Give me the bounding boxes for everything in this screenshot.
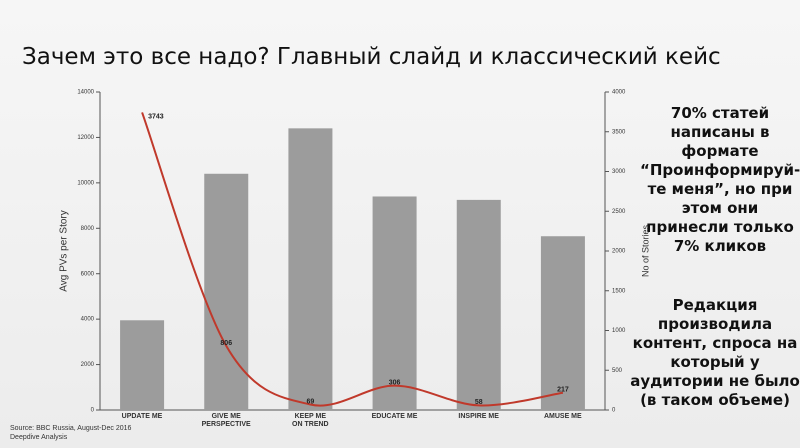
bar: [204, 173, 249, 410]
y-tick-label: 0: [91, 408, 95, 414]
data-label: 69: [307, 398, 315, 405]
y-tick-label: 10000: [77, 180, 94, 186]
data-label: 3743: [148, 113, 164, 120]
y2-tick-label: 1000: [612, 328, 626, 334]
y2-tick-label: 2500: [612, 209, 626, 215]
x-tick-label: INSPIRE ME: [458, 413, 499, 420]
bar: [372, 196, 417, 410]
x-tick-label: EDUCATE ME: [371, 413, 418, 420]
y-tick-label: 2000: [81, 362, 95, 368]
y2-tick-label: 3500: [612, 129, 626, 135]
y2-tick-label: 4000: [612, 90, 626, 96]
bar: [540, 236, 585, 410]
data-label: 217: [557, 387, 569, 394]
x-tick-label: AMUSE ME: [543, 413, 582, 420]
y2-tick-label: 1500: [612, 288, 626, 294]
x-tick-label: KEEP ME ON TREND: [292, 413, 329, 428]
y2-axis-label: No of Stories: [640, 224, 650, 277]
annotation: 70% статей написаны в формате “Проинформ…: [640, 104, 800, 255]
x-tick-label: GIVE ME PERSPECTIVE: [201, 413, 251, 428]
bar: [120, 320, 165, 410]
y-tick-label: 8000: [81, 226, 95, 232]
bar: [288, 128, 333, 411]
x-tick-label: UPDATE ME: [121, 413, 163, 420]
y-tick-label: 4000: [81, 317, 95, 323]
y2-tick-label: 0: [612, 408, 616, 414]
line: [141, 112, 564, 407]
y2-tick-label: 2000: [612, 249, 626, 255]
y-axis-label: Avg PVs per Story: [59, 210, 70, 292]
data-label: 806: [220, 340, 232, 347]
data-label: 306: [389, 380, 401, 387]
y-tick-label: 12000: [77, 135, 94, 141]
slide-title: Зачем это все надо? Главный слайд и клас…: [22, 44, 721, 70]
source-note: Source: BBC Russia, August-Dec 2016 Deep…: [10, 425, 132, 441]
annotation: Редакция производила контент, спроса на …: [630, 296, 800, 409]
bar: [456, 199, 501, 410]
y-tick-label: 14000: [77, 90, 94, 96]
y2-tick-label: 3000: [612, 169, 626, 175]
y-tick-label: 6000: [81, 271, 95, 277]
y2-tick-label: 500: [612, 368, 623, 374]
data-label: 58: [475, 399, 483, 406]
